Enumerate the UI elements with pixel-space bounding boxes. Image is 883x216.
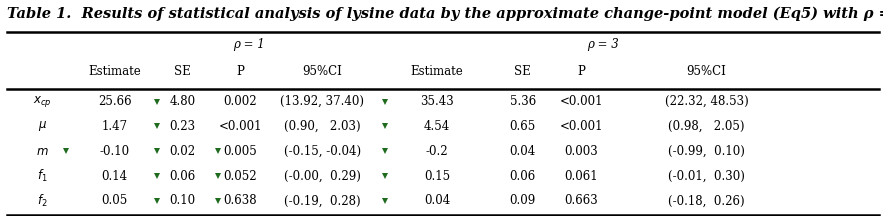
Text: $f_2$: $f_2$ (37, 193, 48, 209)
Text: 0.09: 0.09 (509, 194, 536, 207)
Text: $x_{cp}$: $x_{cp}$ (33, 94, 52, 109)
Text: 0.06: 0.06 (509, 170, 536, 183)
Text: <0.001: <0.001 (559, 95, 603, 108)
Text: 0.005: 0.005 (223, 145, 257, 158)
Text: P: P (577, 65, 585, 78)
Text: ρ = 1: ρ = 1 (234, 38, 265, 51)
Text: (0.98,   2.05): (0.98, 2.05) (668, 120, 744, 133)
Text: <0.001: <0.001 (218, 120, 262, 133)
Text: $m$: $m$ (36, 145, 49, 158)
Text: 0.23: 0.23 (170, 120, 196, 133)
Text: 0.06: 0.06 (170, 170, 196, 183)
Text: 0.02: 0.02 (170, 145, 196, 158)
Text: (-0.00,  0.29): (-0.00, 0.29) (283, 170, 361, 183)
Text: 25.66: 25.66 (98, 95, 132, 108)
Text: 0.003: 0.003 (564, 145, 598, 158)
Text: -0.2: -0.2 (426, 145, 449, 158)
Text: (13.92, 37.40): (13.92, 37.40) (280, 95, 365, 108)
Text: 1.47: 1.47 (102, 120, 128, 133)
Text: 0.10: 0.10 (170, 194, 196, 207)
Text: 4.54: 4.54 (424, 120, 450, 133)
Text: 0.14: 0.14 (102, 170, 128, 183)
Text: SE: SE (175, 65, 191, 78)
Text: $f_1$: $f_1$ (37, 168, 48, 184)
Text: ρ = 3: ρ = 3 (587, 38, 618, 51)
Text: 4.80: 4.80 (170, 95, 196, 108)
Text: 0.65: 0.65 (509, 120, 536, 133)
Text: $\mu$: $\mu$ (38, 119, 47, 133)
Text: 0.663: 0.663 (564, 194, 598, 207)
Text: (-0.01,  0.30): (-0.01, 0.30) (668, 170, 745, 183)
Text: (22.32, 48.53): (22.32, 48.53) (665, 95, 748, 108)
Text: SE: SE (515, 65, 531, 78)
Text: 0.04: 0.04 (424, 194, 450, 207)
Text: (-0.99,  0.10): (-0.99, 0.10) (668, 145, 745, 158)
Text: 95%CI: 95%CI (302, 65, 343, 78)
Text: Estimate: Estimate (411, 65, 464, 78)
Text: (0.90,   2.03): (0.90, 2.03) (284, 120, 360, 133)
Text: -0.10: -0.10 (100, 145, 130, 158)
Text: P: P (237, 65, 244, 78)
Text: 0.05: 0.05 (102, 194, 128, 207)
Text: <0.001: <0.001 (559, 120, 603, 133)
Text: 0.061: 0.061 (564, 170, 598, 183)
Text: 0.052: 0.052 (223, 170, 257, 183)
Text: 0.15: 0.15 (424, 170, 450, 183)
Text: (-0.18,  0.26): (-0.18, 0.26) (668, 194, 744, 207)
Text: 0.002: 0.002 (223, 95, 257, 108)
Text: Estimate: Estimate (88, 65, 141, 78)
Text: Table 1.  Results of statistical analysis of lysine data by the approximate chan: Table 1. Results of statistical analysis… (7, 6, 883, 21)
Text: 5.36: 5.36 (509, 95, 536, 108)
Text: (-0.15, -0.04): (-0.15, -0.04) (283, 145, 361, 158)
Text: (-0.19,  0.28): (-0.19, 0.28) (284, 194, 360, 207)
Text: 0.638: 0.638 (223, 194, 257, 207)
Text: 0.04: 0.04 (509, 145, 536, 158)
Text: 35.43: 35.43 (420, 95, 454, 108)
Text: 95%CI: 95%CI (686, 65, 727, 78)
